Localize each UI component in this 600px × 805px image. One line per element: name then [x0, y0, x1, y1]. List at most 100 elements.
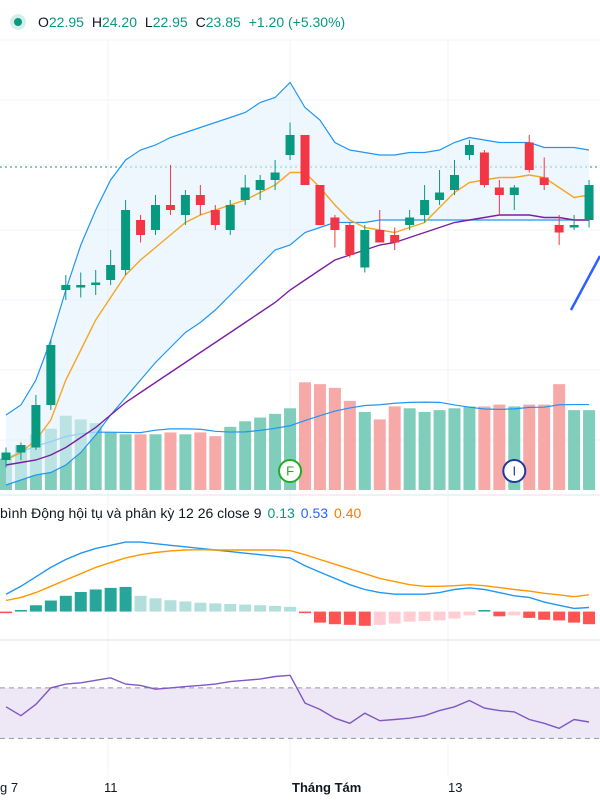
candle-body [509, 187, 519, 195]
ohlc-legend: O22.95 H24.20 L22.95 C23.85 +1.20 (+5.30… [14, 14, 345, 30]
x-tick-label: g 7 [0, 780, 19, 795]
macd-histogram-bar [343, 611, 356, 625]
change-value: +1.20 (+5.30%) [248, 14, 346, 30]
candle-body [554, 225, 564, 233]
candle-body [360, 230, 370, 268]
volume-bar [299, 382, 311, 490]
candle-body [405, 217, 415, 225]
macd-histogram-bar [568, 611, 581, 623]
signal-line [5, 548, 590, 602]
volume-bar [254, 417, 267, 490]
macd-histogram-bar [119, 586, 132, 612]
candle-body [121, 210, 131, 270]
low-label: L [144, 14, 153, 30]
event-marker-icon [502, 459, 527, 483]
candle-body [1, 452, 11, 460]
volume-bar [418, 412, 431, 490]
volume-bar [194, 432, 207, 490]
macd-histogram-bar [403, 611, 416, 622]
volume-bar [358, 412, 371, 490]
candle-body [136, 220, 146, 235]
macd-title: bình Động hội tụ và phân kỳ 12 26 close … [0, 505, 262, 521]
candle-body [270, 172, 280, 180]
event-marker-label: I [512, 464, 516, 479]
macd-histogram-bar [44, 600, 57, 612]
macd-histogram-bar [433, 611, 446, 621]
volume-bar [179, 434, 192, 490]
macd-histogram-bar [14, 610, 27, 612]
macd-histogram-bar [583, 611, 596, 625]
candle-body [61, 285, 71, 290]
candle-body [91, 282, 101, 285]
candle-body [315, 185, 325, 225]
candle-body [16, 445, 26, 453]
bollinger-lower-line [5, 219, 589, 486]
volume-bar [328, 387, 341, 490]
macd-histogram-bar [493, 611, 506, 617]
high-value: 24.20 [101, 14, 137, 30]
macd-histogram-bar [134, 595, 147, 612]
signal-value: 0.53 [300, 505, 329, 521]
volume-bar [343, 400, 356, 490]
volume-bar [269, 413, 282, 490]
macd-histogram-bar [313, 611, 326, 623]
close-label: C [195, 14, 206, 30]
macd-histogram-bar [29, 605, 42, 612]
macd-histogram-bar [179, 601, 192, 612]
volume-bar [433, 410, 446, 490]
bollinger-fill [6, 82, 590, 485]
macd-histogram-bar [284, 606, 297, 612]
macd-histogram-bar [209, 603, 222, 612]
macd-histogram-bar [358, 611, 371, 626]
macd-histogram-bar [104, 587, 117, 612]
volume-bar [568, 410, 581, 490]
macd-histogram-bar [448, 611, 461, 619]
volume-ma-line [5, 401, 590, 459]
volume-bar [313, 384, 326, 490]
candle-body [464, 145, 474, 155]
x-tick-label: Tháng Tám [292, 780, 362, 795]
macd-line [5, 541, 590, 610]
candle-body [165, 205, 175, 210]
macd-histogram-bar [418, 611, 431, 622]
candle-body [195, 195, 205, 205]
macd-histogram-bar [149, 598, 162, 612]
macd-histogram-bar [74, 592, 87, 612]
macd-histogram-bar [299, 611, 311, 614]
candle-body [345, 225, 355, 255]
volume-bar [448, 408, 461, 490]
rsi-band [0, 687, 600, 739]
macd-histogram-bar [239, 604, 252, 612]
volume-bar [388, 406, 401, 490]
volume-bar [403, 408, 416, 490]
volume-bar [119, 434, 132, 490]
candle-body [31, 405, 41, 448]
open-label: O [38, 14, 49, 30]
event-marker-icon [278, 459, 303, 483]
close-value: 23.85 [205, 14, 241, 30]
volume-bar [149, 434, 162, 490]
candle-body [494, 187, 504, 195]
high-label: H [91, 14, 102, 30]
macd-histogram-bar [508, 611, 521, 616]
macd-histogram-bar [254, 605, 267, 612]
macd-legend: bình Động hội tụ và phân kỳ 12 26 close … [0, 505, 361, 521]
macd-histogram-bar [269, 605, 282, 612]
macd-histogram-bar [164, 600, 177, 612]
histogram-value: 0.40 [334, 505, 362, 521]
x-tick-label: 13 [448, 780, 463, 795]
candle-body [539, 177, 549, 185]
candle-body [569, 225, 579, 228]
ma-fast-line [5, 171, 590, 461]
candle-body [450, 175, 459, 190]
candle-body [225, 205, 235, 230]
macd-histogram-bar [59, 595, 72, 612]
rsi-line [5, 674, 590, 730]
macd-histogram-bar [523, 611, 536, 618]
candle-body [479, 152, 489, 185]
trend-line [569, 255, 600, 311]
volume-bar [478, 406, 491, 490]
candle-body [300, 135, 310, 185]
